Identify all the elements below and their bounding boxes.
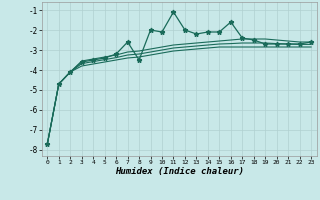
X-axis label: Humidex (Indice chaleur): Humidex (Indice chaleur) xyxy=(115,167,244,176)
